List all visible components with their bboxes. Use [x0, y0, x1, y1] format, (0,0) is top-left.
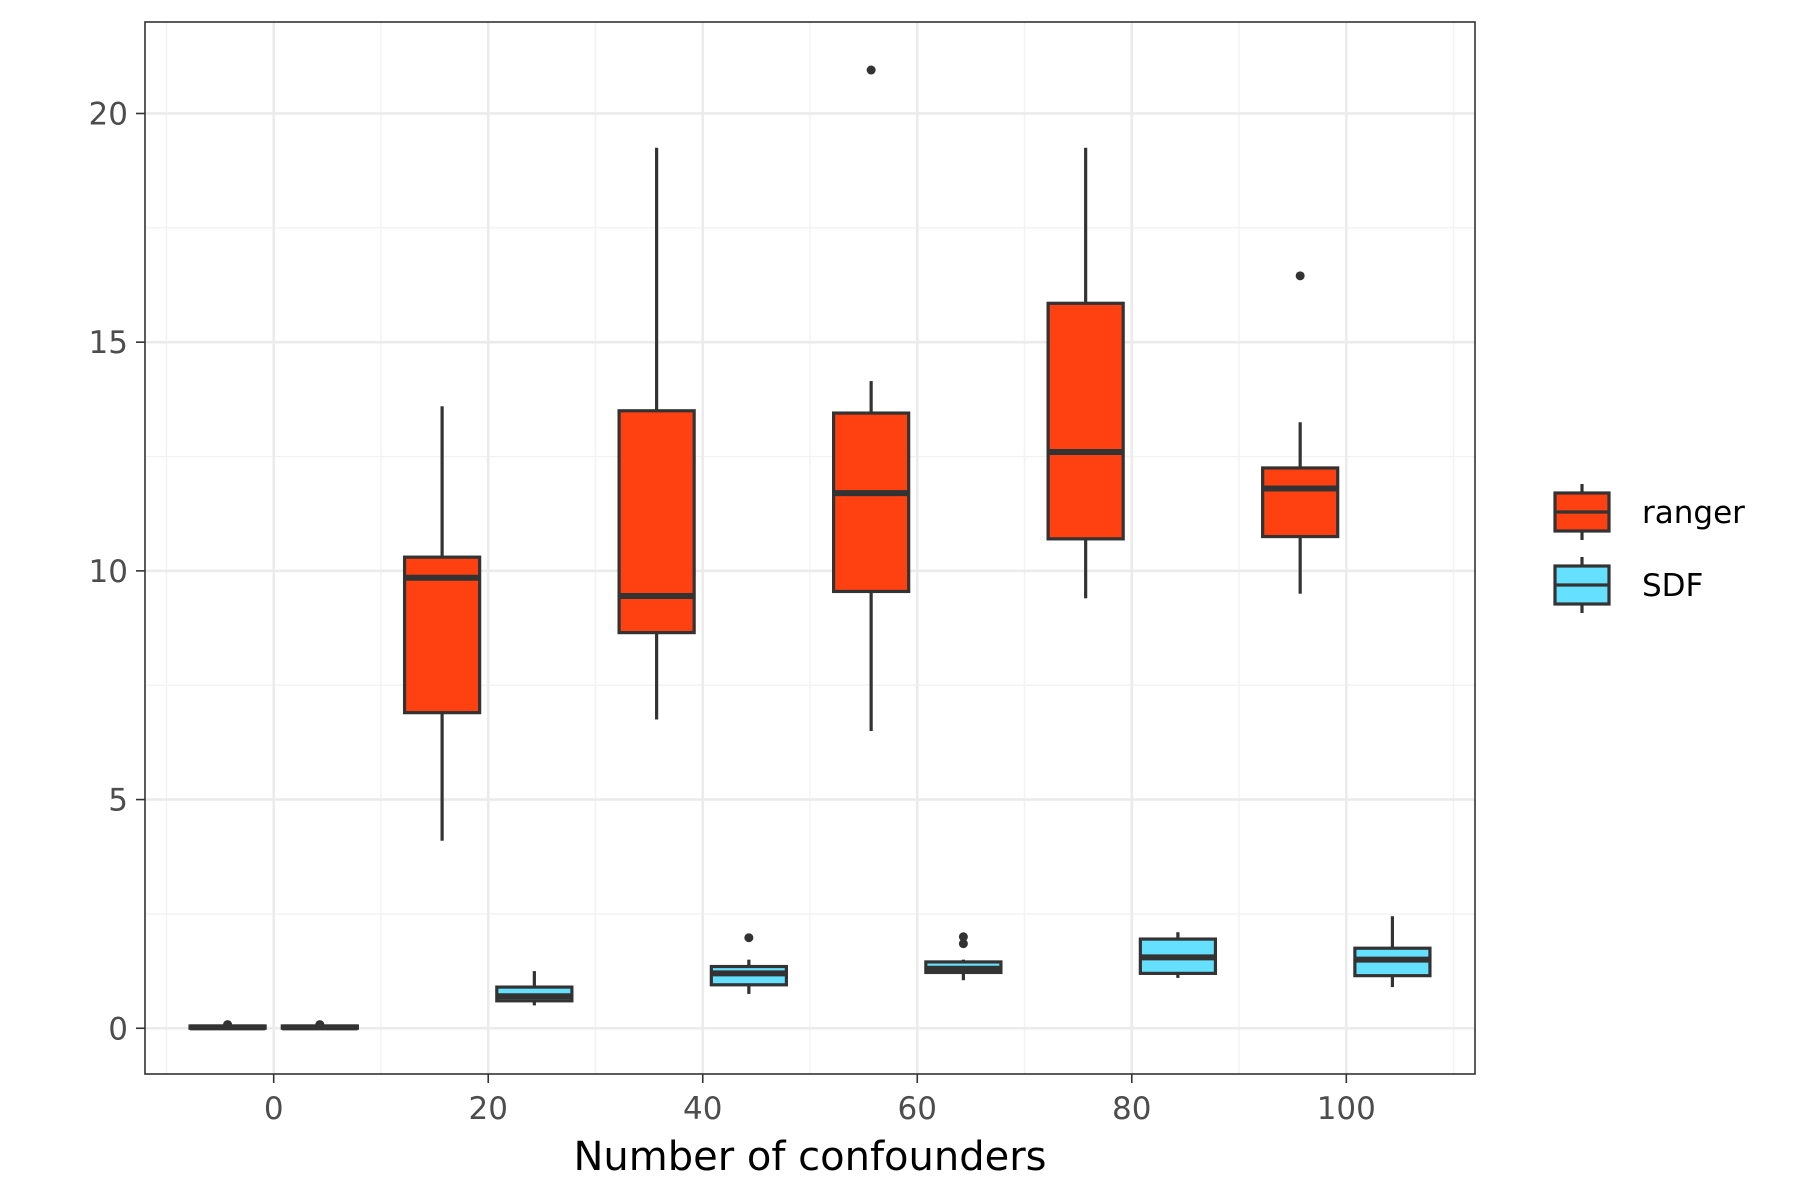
outlier-point [958, 939, 968, 949]
x-tick-label: 20 [468, 1091, 507, 1127]
legend-label: ranger [1642, 495, 1745, 531]
box-body [617, 409, 696, 635]
box-ranger [402, 406, 482, 841]
box-ranger [188, 1020, 267, 1031]
box-body [1046, 301, 1125, 541]
plot-panel-border [144, 21, 1476, 1075]
y-tick-label: 10 [89, 554, 128, 590]
legend: ranger SDF [1553, 484, 1745, 613]
box-SDF [1353, 916, 1432, 988]
box-SDF [495, 971, 574, 1006]
box-ranger [617, 147, 696, 720]
grid [145, 22, 1475, 1074]
box-SDF [709, 933, 789, 994]
x-axis: 0 20 40 60 80 100 [264, 1074, 1376, 1127]
box-body [831, 411, 911, 594]
y-axis: 0 5 10 15 20 [89, 96, 145, 1047]
box-SDF [280, 1020, 359, 1031]
box-SDF [924, 932, 1003, 981]
outlier-point [315, 1020, 325, 1030]
y-tick-label: 20 [89, 96, 128, 132]
box-ranger [1261, 271, 1340, 594]
x-tick-label: 0 [264, 1091, 284, 1127]
legend-item-ranger: ranger [1553, 484, 1745, 540]
outlier-point [223, 1020, 233, 1030]
legend-item-SDF: SDF [1553, 557, 1703, 613]
box-SDF [1138, 932, 1218, 978]
box-body [402, 555, 482, 715]
y-tick-label: 15 [89, 325, 128, 361]
x-tick-label: 80 [1112, 1091, 1151, 1127]
box-ranger [1046, 147, 1125, 599]
box-body [1261, 466, 1340, 539]
y-tick-label: 5 [108, 783, 128, 819]
x-tick-label: 100 [1317, 1091, 1376, 1127]
y-tick-label: 0 [108, 1011, 128, 1047]
outlier-point [866, 65, 876, 75]
x-tick-label: 60 [898, 1091, 937, 1127]
box-layer [188, 65, 1432, 1031]
box-ranger [831, 65, 911, 731]
outlier-point [744, 933, 754, 943]
x-axis-title: Number of confounders [573, 1134, 1046, 1180]
outlier-point [958, 932, 968, 942]
x-tick-label: 40 [683, 1091, 722, 1127]
legend-label: SDF [1642, 568, 1703, 604]
outlier-point [1295, 271, 1305, 281]
